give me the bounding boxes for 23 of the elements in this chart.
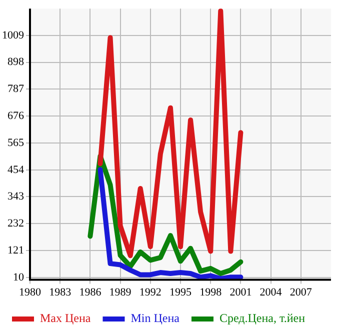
y-tick-label: 898 — [8, 56, 24, 68]
x-tick-label: 1983 — [49, 286, 72, 298]
y-tick-label: 121 — [8, 244, 24, 256]
x-tick-label: 2007 — [290, 286, 312, 298]
x-tick-label: 1995 — [170, 286, 192, 298]
y-tick-label: 454 — [8, 164, 24, 176]
x-tick-label: 1992 — [139, 286, 162, 298]
legend-label: Сред.Цена, т.йен — [219, 311, 306, 326]
y-tick-label: 343 — [8, 190, 24, 203]
x-tick-label: 1998 — [200, 286, 222, 298]
legend-label: Max Цена — [40, 311, 92, 326]
y-tick-label: 565 — [8, 136, 24, 149]
y-tick-label: 10 — [13, 271, 24, 284]
x-tick-label: 2004 — [260, 286, 282, 298]
legend-label: Min Цена — [130, 311, 180, 326]
y-tick-label: 232 — [8, 218, 24, 230]
y-tick-label: 676 — [8, 110, 24, 122]
x-tick-label: 2001 — [230, 286, 252, 298]
x-tick-label: 1980 — [19, 286, 42, 298]
x-tick-label: 1989 — [109, 286, 132, 298]
y-tick-label: 1009 — [2, 29, 24, 42]
x-tick-label: 1986 — [79, 286, 102, 298]
y-tick-label: 787 — [8, 83, 24, 96]
